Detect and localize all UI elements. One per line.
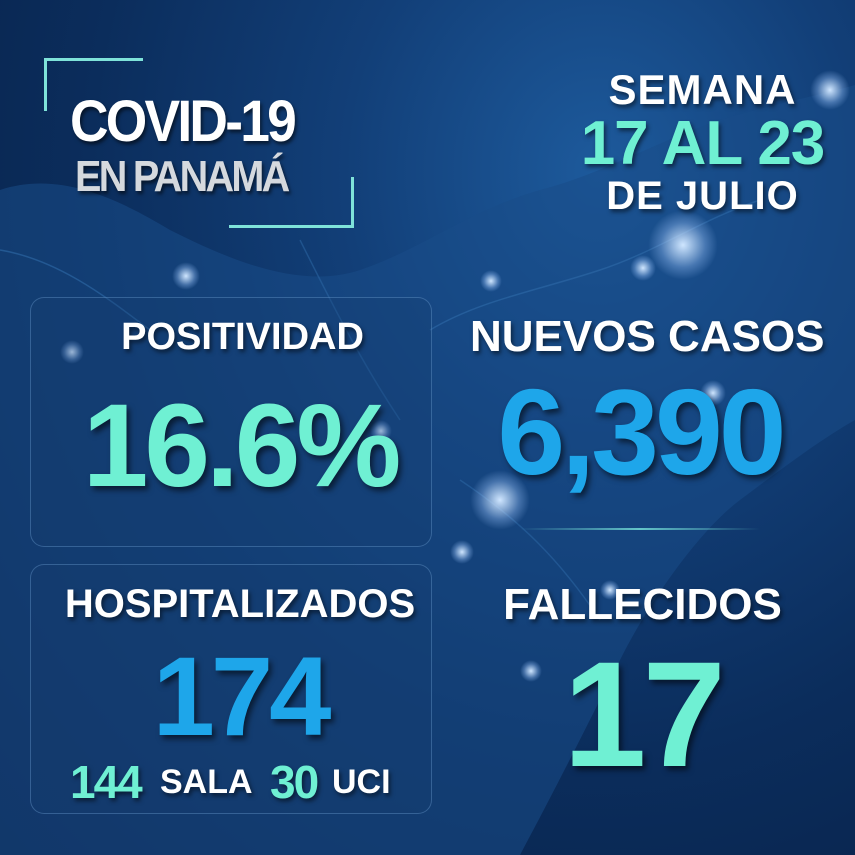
light-dot	[470, 470, 530, 530]
light-dot	[700, 380, 726, 406]
light-dot	[648, 210, 718, 280]
light-dot	[370, 420, 392, 442]
light-dot	[630, 255, 656, 281]
hospitalizados-panel	[30, 564, 432, 814]
light-dot	[520, 660, 542, 682]
positividad-value: 16.6%	[82, 380, 402, 512]
nuevos-casos-label: NUEVOS CASOS	[470, 312, 825, 361]
light-dot	[810, 70, 850, 110]
hospitalizados-label: HOSPITALIZADOS	[64, 582, 416, 626]
light-dot	[450, 540, 474, 564]
uci-label: UCI	[332, 763, 391, 801]
light-dot	[60, 340, 84, 364]
hospitalizados-value: 174	[152, 634, 332, 759]
week-month: DE JULIO	[606, 174, 799, 218]
sala-value: 144	[70, 756, 143, 808]
fallecidos-value: 17	[563, 630, 726, 798]
title-line-2: EN PANAMÁ	[75, 152, 290, 201]
title-line-1: COVID-19	[70, 89, 297, 154]
light-dot	[172, 262, 200, 290]
frame-corner-top-left	[44, 58, 143, 111]
week-label: SEMANA	[608, 66, 797, 113]
light-dot	[480, 270, 502, 292]
positividad-panel	[30, 297, 432, 547]
positividad-label: POSITIVIDAD	[121, 316, 364, 358]
frame-corner-bottom-right	[229, 177, 354, 228]
title-frame	[44, 58, 354, 228]
nuevos-casos-value: 6,390	[497, 364, 786, 500]
week-range: 17 AL 23	[580, 109, 826, 178]
light-dot	[600, 580, 620, 600]
sala-label: SALA	[160, 763, 253, 801]
fallecidos-label: FALLECIDOS	[503, 580, 782, 629]
divider-line	[520, 528, 760, 530]
uci-value: 30	[270, 756, 319, 808]
